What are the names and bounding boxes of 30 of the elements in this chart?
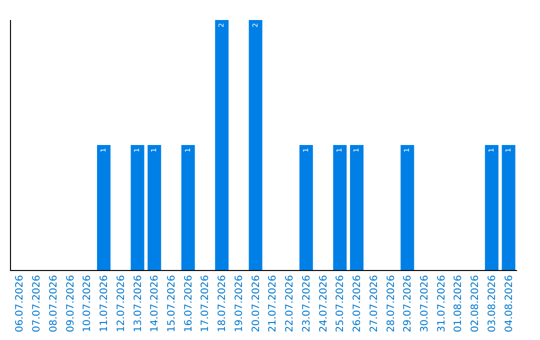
x-tick-label: 30.07.2026 [419,275,430,332]
x-tick-label: 23.07.2026 [301,275,312,332]
x-tick-label: 11.07.2026 [99,275,110,332]
x-tick-label: 28.07.2026 [386,275,397,332]
x-tick-label: 25.07.2026 [335,275,346,332]
x-tick-label: 04.08.2026 [504,275,515,332]
x-tick-label: 14.07.2026 [150,275,161,332]
x-tick-label: 24.07.2026 [318,275,330,332]
x-tick-label: 01.08.2026 [453,275,464,332]
x-tick-label: 18.07.2026 [217,275,228,332]
x-tick-label: 22.07.2026 [284,275,296,332]
x-tick-label: 10.07.2026 [82,275,94,332]
x-tick-label: 27.07.2026 [368,275,380,332]
x-tick-label: 19.07.2026 [234,275,245,332]
x-tick-label: 06.07.2026 [14,275,26,332]
x-tick-label: 26.07.2026 [352,275,364,332]
x-tick-label: 21.07.2026 [268,275,279,332]
x-tick-label: 09.07.2026 [65,275,76,332]
x-tick-label: 15.07.2026 [166,275,178,332]
x-tick-label: 12.07.2026 [116,275,127,332]
x-tick-label: 13.07.2026 [132,275,144,332]
x-tick-label: 29.07.2026 [402,275,414,332]
x-tick-label: 20.07.2026 [250,275,262,332]
x-tick-label: 17.07.2026 [200,275,212,332]
x-tick-label: 02.08.2026 [470,275,482,332]
x-tick-label: 07.07.2026 [32,275,43,332]
x-tick-label: 03.08.2026 [486,275,498,332]
x-tick-label: 16.07.2026 [183,275,194,332]
x-tick-label: 08.07.2026 [48,275,60,332]
x-tick-label: 31.07.2026 [436,275,448,332]
